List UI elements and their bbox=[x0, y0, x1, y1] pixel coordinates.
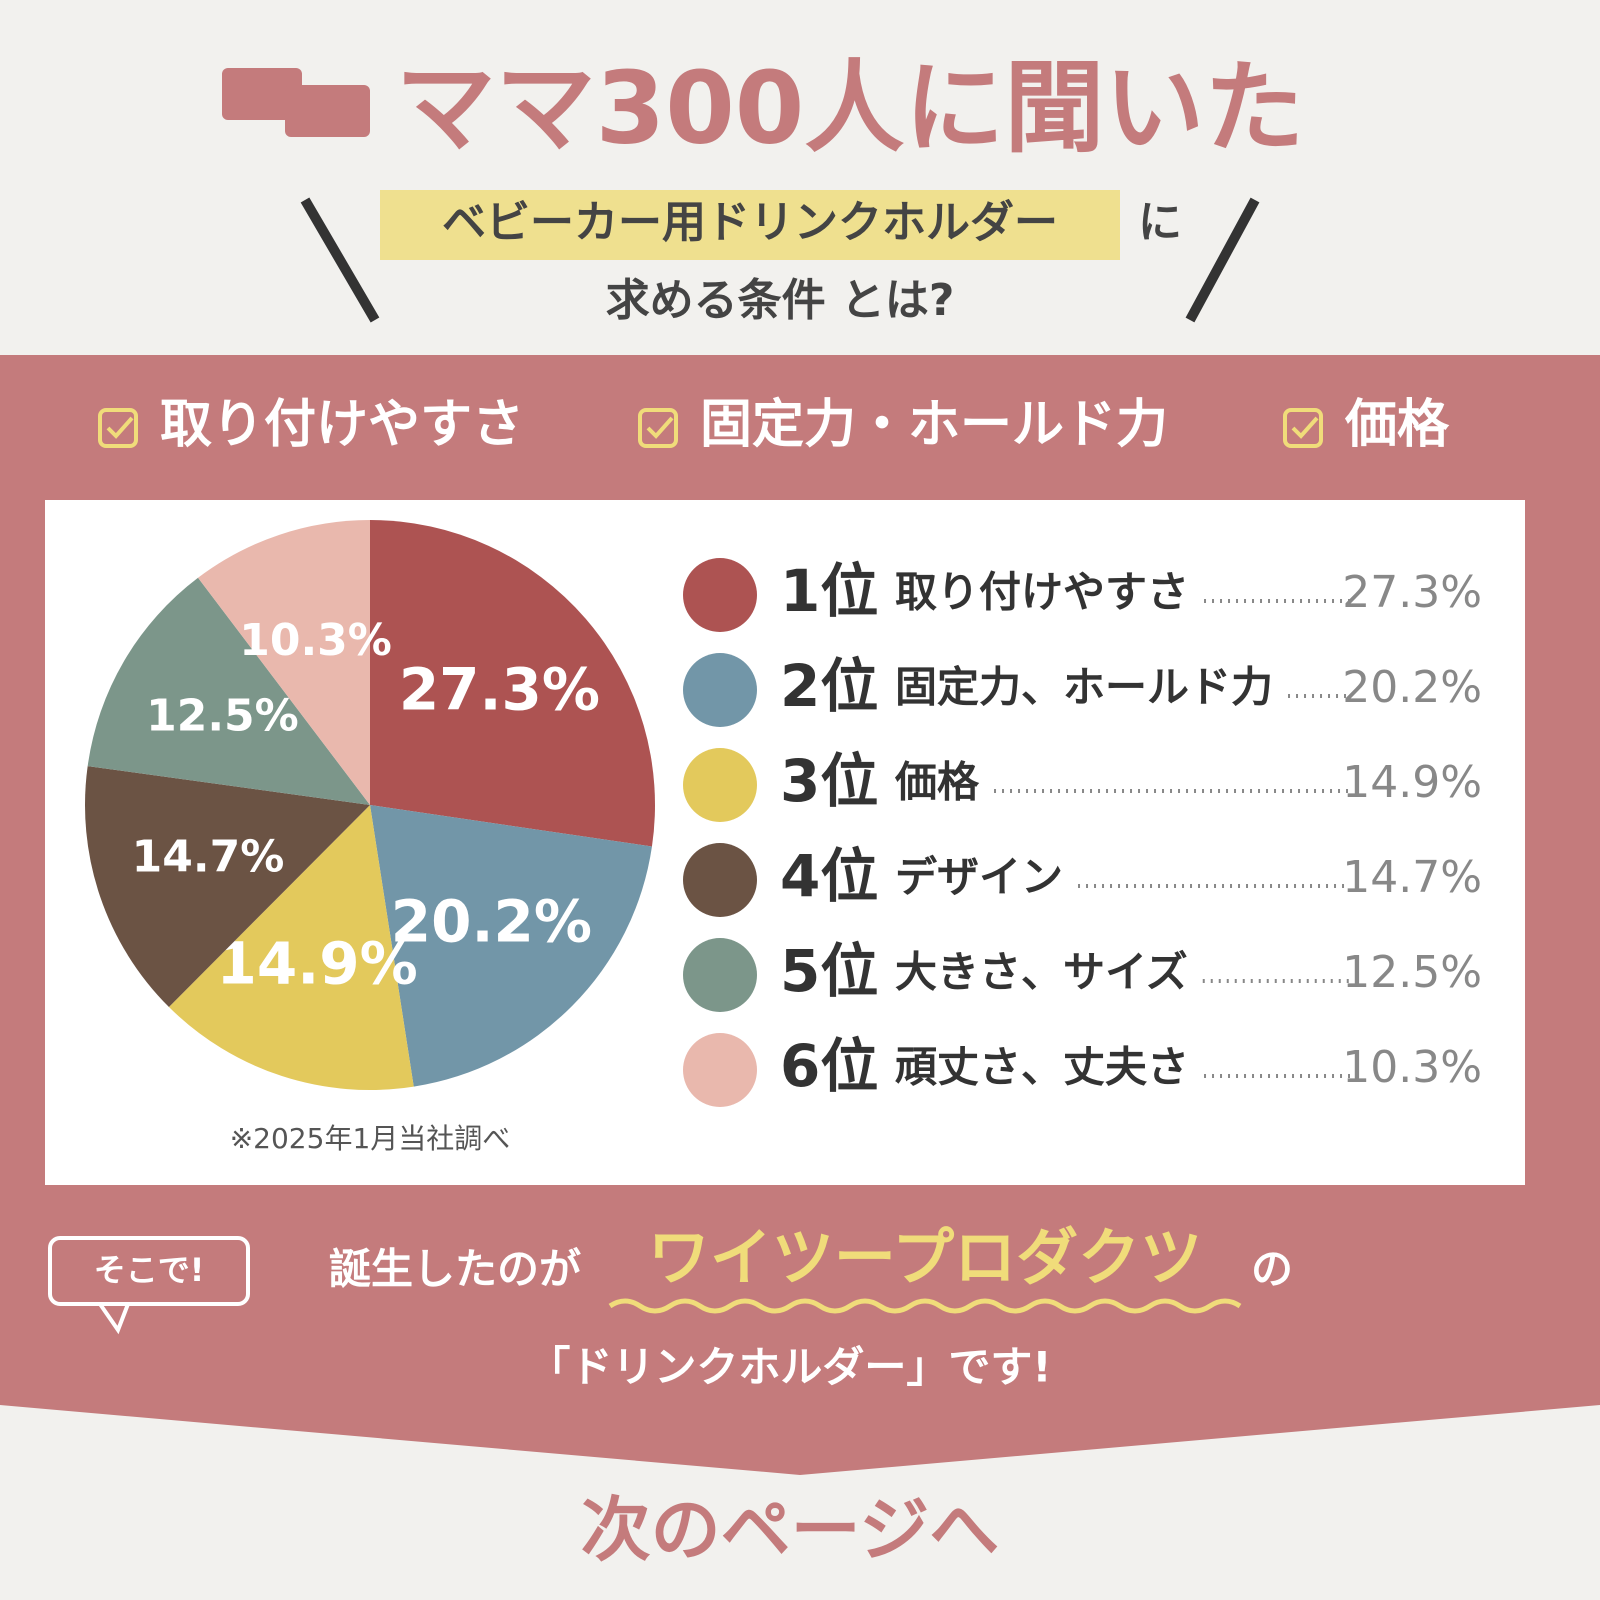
legend-swatch bbox=[683, 843, 757, 917]
legend-swatch bbox=[683, 558, 757, 632]
legend-swatch bbox=[683, 1033, 757, 1107]
badge-box bbox=[48, 1236, 250, 1306]
particle: に bbox=[1138, 197, 1182, 248]
brand: ワイツープロダクツ bbox=[648, 1221, 1202, 1294]
legend-swatch bbox=[683, 938, 757, 1012]
slice-label: 14.7% bbox=[132, 832, 285, 883]
legend-name: 大きさ、サイズ bbox=[895, 948, 1188, 997]
check-label: 固定力・ホールド力 bbox=[700, 395, 1168, 455]
highlight-box bbox=[380, 190, 1120, 260]
legend-rank: 3位 bbox=[780, 747, 878, 815]
legend-value: 20.2% bbox=[1342, 662, 1482, 713]
legend-value: 14.9% bbox=[1342, 757, 1482, 808]
pie-slice bbox=[168, 805, 414, 1091]
legend-rank: 1位 bbox=[780, 557, 878, 625]
wavy-underline bbox=[608, 1298, 1242, 1314]
check-mark bbox=[646, 416, 674, 439]
note: ※2025年1月当社調べ bbox=[230, 1122, 511, 1155]
legend-rank: 5位 bbox=[780, 937, 878, 1005]
legend-rank: 4位 bbox=[780, 842, 878, 910]
check-mark bbox=[1291, 416, 1319, 439]
pie-slice bbox=[370, 520, 655, 847]
check-label: 価格 bbox=[1344, 395, 1450, 455]
legend-value: 27.3% bbox=[1342, 567, 1482, 618]
check-box bbox=[98, 408, 138, 448]
slice-label: 27.3% bbox=[399, 655, 600, 723]
pie-slice bbox=[87, 577, 370, 805]
lead: 誕生したのが bbox=[329, 1245, 581, 1294]
legend-swatch bbox=[683, 653, 757, 727]
legend-rank: 6位 bbox=[780, 1032, 878, 1100]
legend-value: 10.3% bbox=[1342, 1042, 1482, 1093]
legend-name: 固定力、ホールド力 bbox=[895, 663, 1273, 712]
next-link[interactable]: 次のページへ bbox=[581, 1489, 1000, 1571]
highlight: ベビーカー用ドリンクホルダー bbox=[442, 197, 1058, 248]
pie-slice bbox=[370, 805, 652, 1087]
legend-name: デザイン bbox=[895, 853, 1063, 902]
slice-label: 10.3% bbox=[239, 615, 392, 666]
line2: 「ドリンクホルダー」です! bbox=[528, 1343, 1051, 1392]
legend-swatch bbox=[683, 748, 757, 822]
speech-icon bbox=[285, 85, 370, 137]
check-mark bbox=[106, 416, 134, 439]
legend-name: 取り付けやすさ bbox=[895, 568, 1189, 617]
title: ママ300人に聞いた bbox=[396, 49, 1305, 166]
speech-icon bbox=[222, 68, 302, 120]
check-box bbox=[1283, 408, 1323, 448]
slice-label: 20.2% bbox=[391, 888, 592, 956]
legend-name: 価格 bbox=[894, 758, 980, 807]
check-label: 取り付けやすさ bbox=[160, 395, 524, 455]
badge-tail bbox=[98, 1302, 130, 1335]
check-box bbox=[638, 408, 678, 448]
pie-slice bbox=[198, 520, 370, 805]
accent-line bbox=[1185, 197, 1260, 323]
legend-value: 12.5% bbox=[1342, 947, 1482, 998]
slice-label: 14.9% bbox=[216, 930, 417, 998]
badge: そこで! bbox=[94, 1251, 205, 1289]
pie-slice bbox=[84, 766, 370, 1008]
subtitle: 求める条件 とは? bbox=[606, 275, 955, 326]
legend-value: 14.7% bbox=[1342, 852, 1482, 903]
legend-rank: 2位 bbox=[780, 652, 878, 720]
slice-label: 12.5% bbox=[146, 691, 299, 742]
legend-name: 頑丈さ、丈夫さ bbox=[895, 1043, 1189, 1092]
accent-line bbox=[300, 197, 380, 323]
particle: の bbox=[1251, 1245, 1293, 1294]
